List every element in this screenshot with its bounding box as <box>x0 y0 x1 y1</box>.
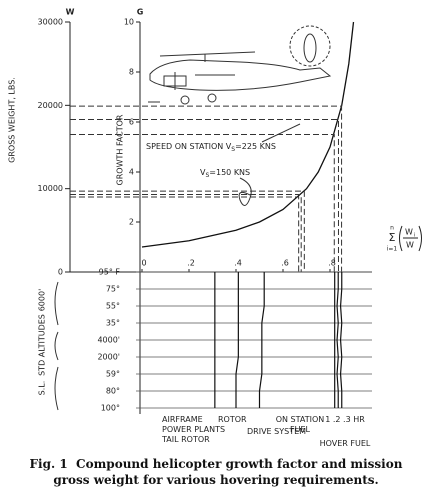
x-label-numerator: W <box>405 228 413 237</box>
component-label-box: DRIVE SYSTEM <box>247 427 307 436</box>
speed-level <box>70 134 335 272</box>
growth-curve <box>141 21 355 248</box>
row-label: 100° <box>101 404 120 413</box>
x-label-bottom: i=1 <box>387 246 398 253</box>
component-label: HOVER FUEL <box>319 439 371 448</box>
row-group-label: STD ALTITUDES <box>38 314 47 376</box>
component-label-box: 1 .2 .3 HR <box>325 415 365 424</box>
speed-level <box>70 194 302 272</box>
y2-axis-label: GROWTH FACTOR <box>116 114 125 185</box>
row-label: 2000' <box>97 353 120 362</box>
speed-suffix: =150 KNS <box>209 168 250 177</box>
w-tick-label: 10000 <box>38 184 63 193</box>
component-label-box: ON STATION FUEL <box>275 415 325 434</box>
figure: W G GROSS WEIGHT, LBS. GROWTH FACTOR 0 10… <box>8 8 422 448</box>
x-label-top: n <box>390 225 394 232</box>
component-line <box>336 272 339 408</box>
component-line <box>235 272 239 408</box>
row-label: 35° <box>106 319 120 328</box>
bracket-lines <box>54 281 59 411</box>
row-label: 95° F <box>99 268 121 277</box>
row-group-label: S.L. <box>38 381 47 396</box>
row-label: 80° <box>106 387 120 396</box>
speed-annotation: SPEED ON STATION VS=225 KNS <box>146 142 276 153</box>
x-tick-label: .6 <box>281 259 289 268</box>
helicopter-sketch <box>148 25 332 105</box>
row-label: 55° <box>106 302 120 311</box>
speed-arrow <box>261 123 301 143</box>
x-label-numerator-sub: i <box>414 233 415 239</box>
x-tick-label: 0 <box>141 259 146 268</box>
caption: Fig. 1 Compound helicopter growth factor… <box>16 456 416 488</box>
speed-annotation: VS=150 KNS <box>200 168 250 179</box>
speed-level <box>70 119 339 272</box>
w-tick-label: 30000 <box>38 18 63 27</box>
speed-level <box>70 196 300 272</box>
component-label: 1 .2 .3 HR <box>325 415 365 424</box>
speed-level <box>70 105 343 272</box>
g-tick-label: 10 <box>124 18 134 27</box>
component-label: AIRFRAME POWER PLANTS TAIL ROTOR <box>162 415 226 444</box>
row-label: 4000' <box>97 336 120 345</box>
speed-loop <box>238 177 252 206</box>
x-label-paren <box>399 225 422 252</box>
x-label-sum: Σ <box>389 231 396 244</box>
speed-level <box>70 190 305 272</box>
component-label: DRIVE SYSTEM <box>247 427 307 436</box>
component-label-box: AIRFRAME POWER PLANTS TAIL ROTOR <box>162 415 226 444</box>
x-tick-label: .4 <box>234 259 242 268</box>
w-tick-label: 20000 <box>38 101 63 110</box>
speed-prefix: SPEED ON STATION V <box>146 142 232 151</box>
component-label-box: ROTOR <box>218 415 247 424</box>
speed-subscript: S <box>205 172 209 179</box>
speed-subscript: S <box>231 146 235 153</box>
row-label: 59° <box>106 370 120 379</box>
g-symbol: G <box>137 8 144 17</box>
caption-label: Fig. 1 <box>29 457 68 471</box>
y-axis-label: GROSS WEIGHT, LBS. <box>8 77 17 163</box>
component-line <box>258 272 265 408</box>
component-label: ON STATION FUEL <box>275 415 325 434</box>
component-label: ROTOR <box>218 415 247 424</box>
x-tick-label: .2 <box>187 259 195 268</box>
g-tick-label: 4 <box>129 168 134 177</box>
row-group-label: 6000' <box>38 289 47 312</box>
x-label-denominator: W <box>406 241 414 250</box>
speed-suffix: =225 KNS <box>235 142 276 151</box>
speed-prefix: V <box>200 168 206 177</box>
caption-text: Compound helicopter growth factor and mi… <box>53 457 403 487</box>
x-tick-label: .8 <box>328 259 336 268</box>
g-tick-label: 2 <box>129 218 134 227</box>
g-tick-label: 6 <box>129 118 134 127</box>
w-tick-label: 0 <box>58 268 63 277</box>
component-line <box>339 272 343 408</box>
row-label: 75° <box>106 285 120 294</box>
g-tick-label: 8 <box>129 68 134 77</box>
component-label-box: HOVER FUEL <box>319 439 371 448</box>
w-symbol: W <box>66 8 75 17</box>
